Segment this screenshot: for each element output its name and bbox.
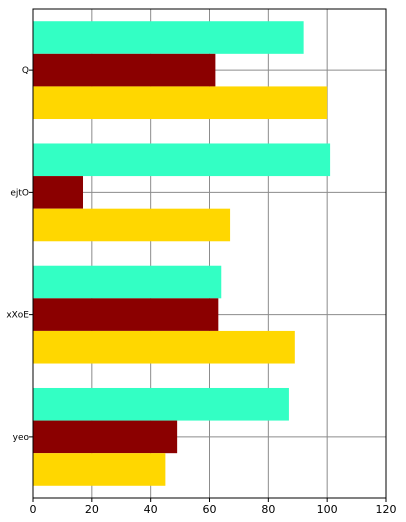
- bar-yeo-series-3: [33, 453, 166, 486]
- category-label: xXoE: [6, 311, 29, 321]
- bars: [33, 21, 331, 486]
- x-tick-label: 60: [203, 503, 217, 516]
- bar-yeo-series-2: [33, 420, 178, 454]
- category-label: yeo: [13, 433, 30, 443]
- bar-ejtO-series-3: [33, 208, 231, 242]
- bar-xXoE-series-1: [33, 265, 222, 299]
- category-label: Q: [22, 66, 29, 76]
- x-tick-label: 0: [30, 503, 37, 516]
- x-tick-label: 80: [261, 503, 275, 516]
- axis-ticks: [29, 69, 387, 502]
- bar-ejtO-series-1: [33, 143, 331, 177]
- bar-Q-series-3: [33, 86, 328, 120]
- category-label: ejtO: [10, 188, 29, 198]
- x-tick-label: 20: [85, 503, 99, 516]
- bar-ejtO-series-2: [33, 176, 84, 209]
- x-tick-label: 40: [144, 503, 158, 516]
- bar-Q-series-1: [33, 21, 304, 54]
- bar-xXoE-series-2: [33, 298, 219, 331]
- bar-yeo-series-1: [33, 387, 289, 421]
- bar-Q-series-2: [33, 53, 216, 87]
- x-tick-label: 120: [376, 503, 397, 516]
- x-tick-label: 100: [317, 503, 338, 516]
- bar-xXoE-series-3: [33, 330, 295, 364]
